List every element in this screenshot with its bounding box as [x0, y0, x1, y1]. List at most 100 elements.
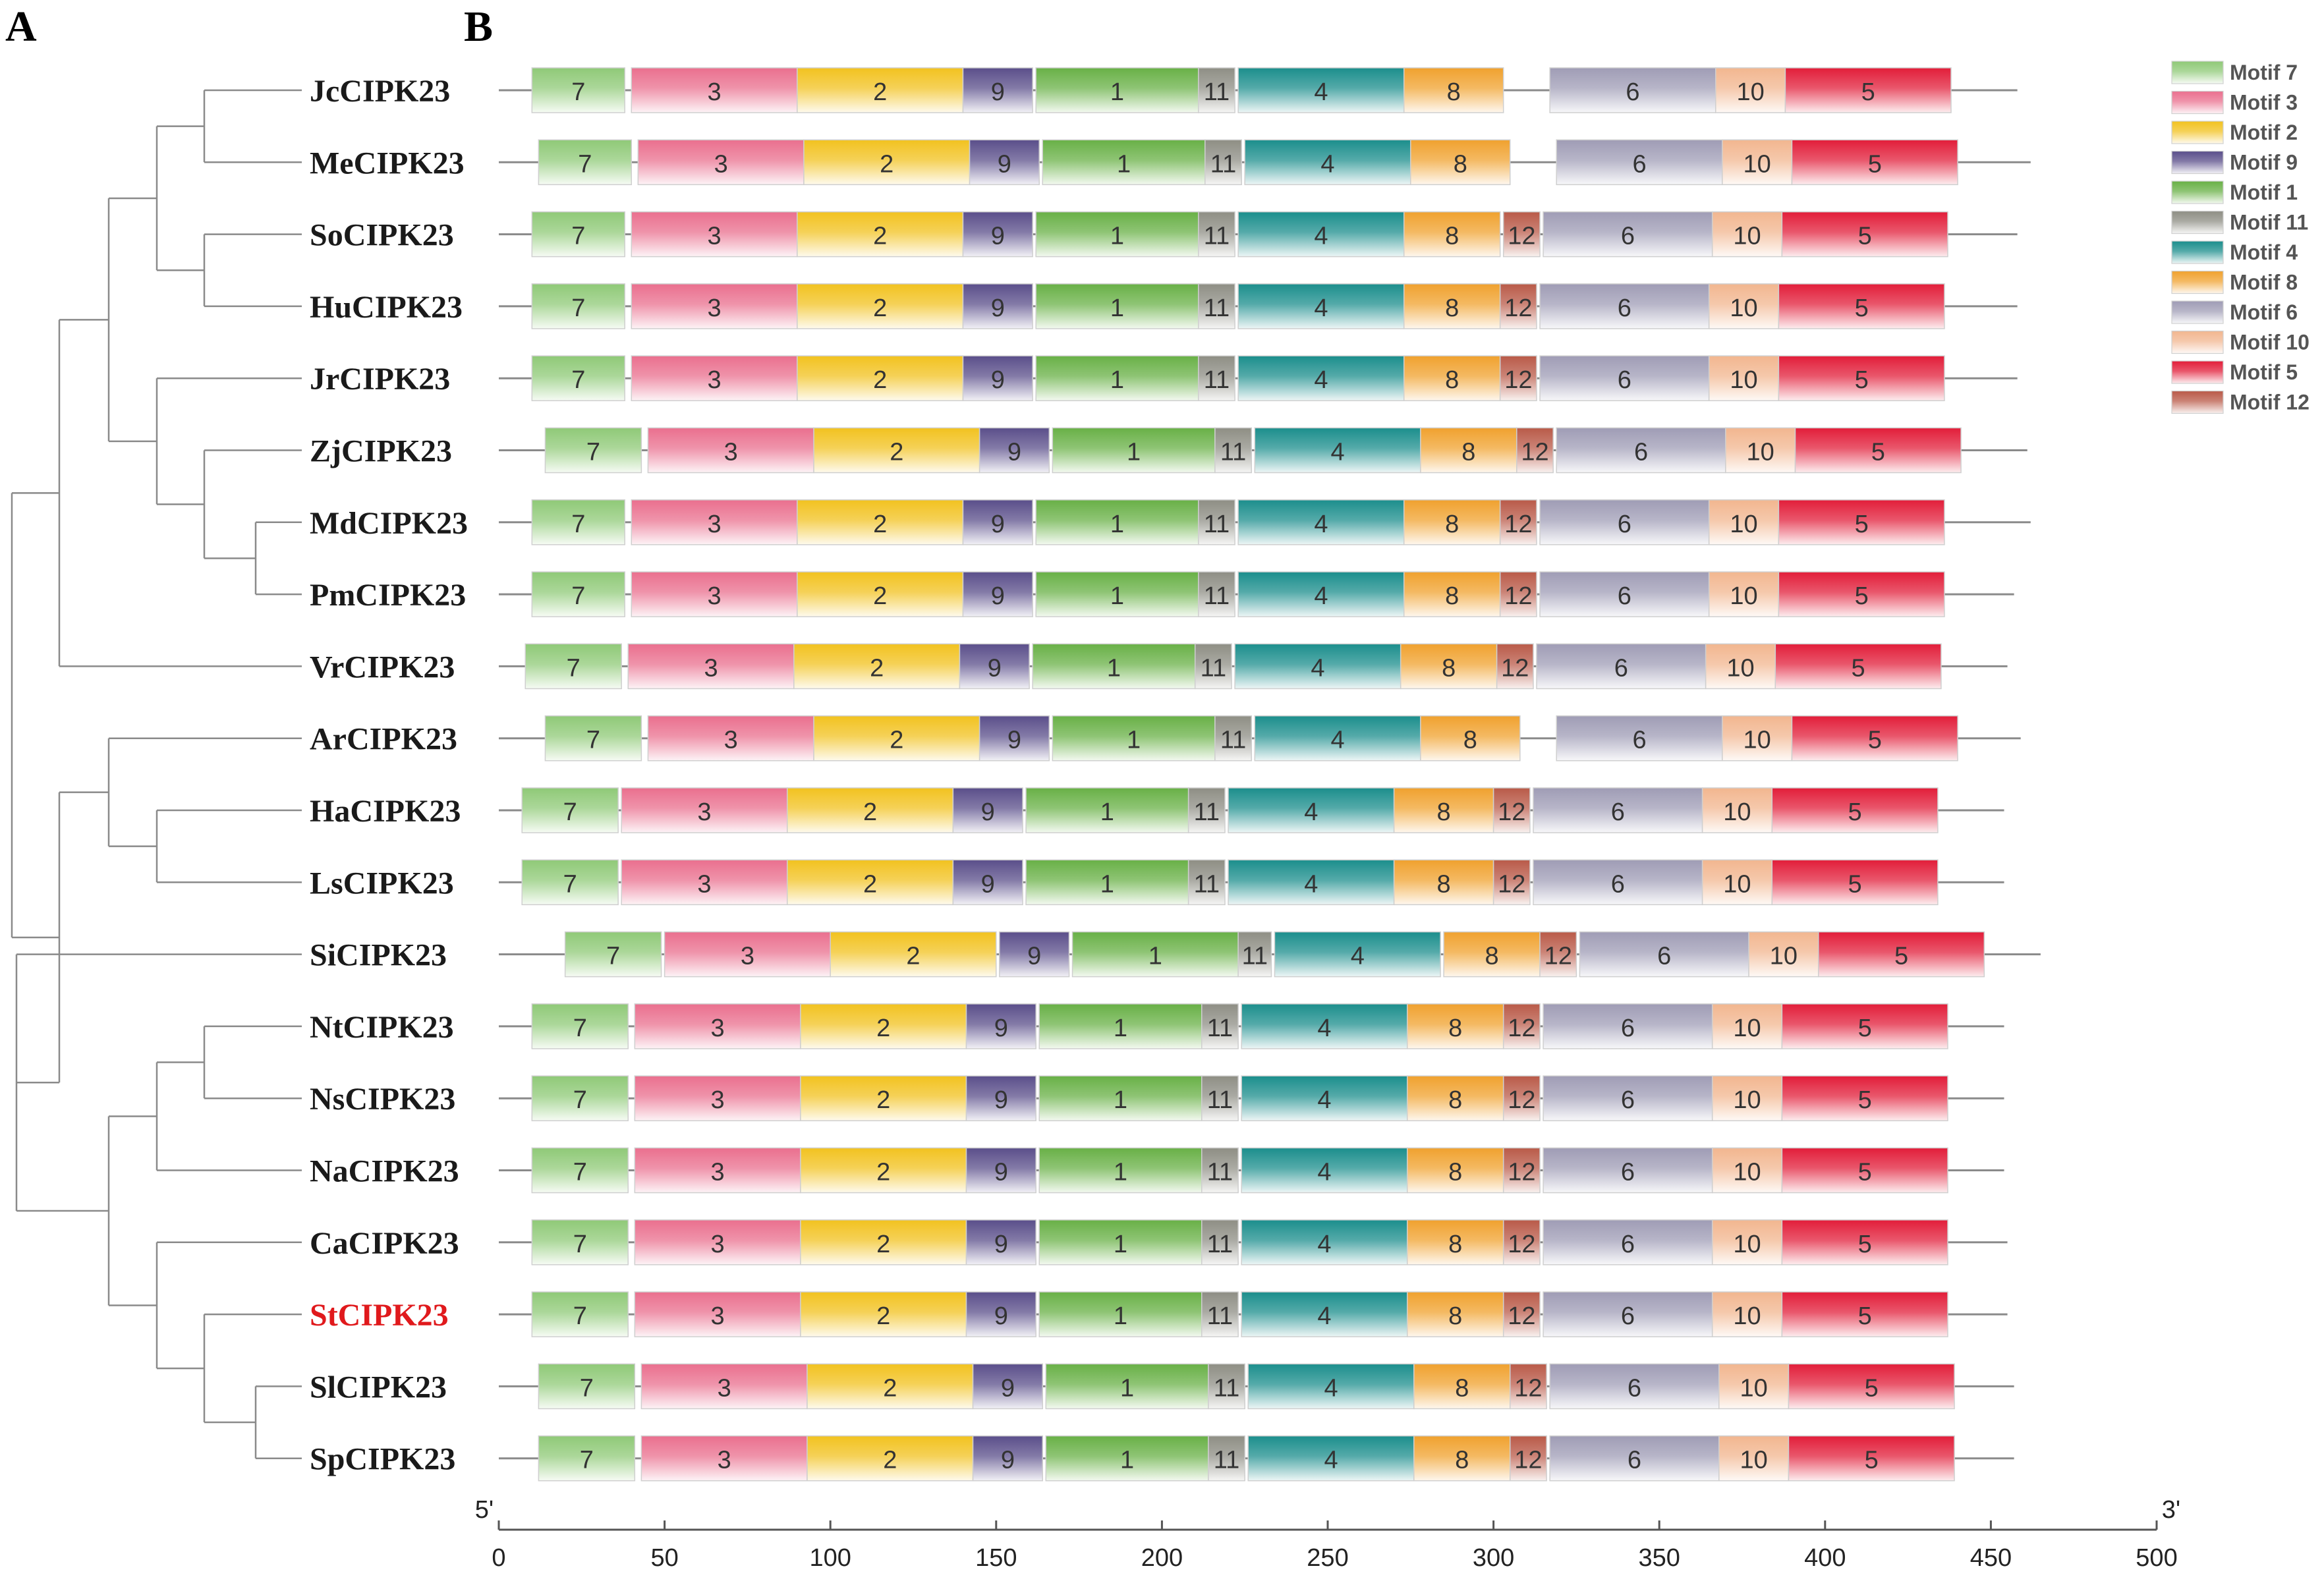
- motif-3-box: [647, 715, 814, 762]
- motif-2-label: 2: [873, 78, 887, 106]
- motif-1-label: 1: [1114, 1015, 1127, 1042]
- motif-8-label: 8: [1448, 1231, 1462, 1258]
- motif-10-box: [1701, 787, 1773, 833]
- motif-4-label: 4: [1314, 294, 1328, 322]
- motif-12-box: [1502, 1075, 1541, 1121]
- motif-7-box: [538, 1363, 636, 1410]
- motif-1-label: 1: [1110, 78, 1124, 106]
- legend-swatch: [2171, 210, 2224, 235]
- motif-10-label: 10: [1723, 798, 1751, 826]
- species-label: ZjCIPK23: [310, 434, 452, 469]
- motif-2-box: [787, 787, 954, 833]
- motif-7-label: 7: [571, 78, 585, 106]
- motif-6-box: [1579, 931, 1749, 978]
- motif-3-box: [634, 1075, 801, 1121]
- motif-7-box: [531, 355, 625, 401]
- motif-11-box: [1198, 283, 1235, 329]
- motif-1-box: [1071, 931, 1239, 978]
- motif-5-label: 5: [1865, 1374, 1879, 1402]
- motif-row: 7 3 2 9 1 11 4 8 12 6 10 5: [499, 283, 2018, 329]
- motif-12-box: [1499, 355, 1537, 401]
- motif-7-label: 7: [606, 943, 620, 970]
- legend-label: Motif 4: [2230, 240, 2298, 264]
- motif-7-label: 7: [573, 1302, 587, 1330]
- motif-10-box: [1711, 1147, 1783, 1194]
- motif-row: 7 3 2 9 1 11 4 8 12 6 10 5: [499, 355, 2018, 401]
- motif-9-label: 9: [981, 798, 995, 826]
- motif-3-label: 3: [708, 582, 722, 610]
- motif-7-label: 7: [586, 727, 600, 754]
- motif-8-label: 8: [1437, 870, 1451, 898]
- motif-8-box: [1407, 1003, 1504, 1049]
- motif-7-label: 7: [580, 1447, 594, 1474]
- motif-5-label: 5: [1855, 366, 1869, 394]
- motif-10-box: [1718, 1363, 1790, 1410]
- motif-2-label: 2: [873, 582, 887, 610]
- motif-3-label: 3: [704, 654, 718, 682]
- motif-10-box: [1715, 67, 1786, 113]
- motif-row: 7 3 2 9 1 11 4 8 12 6 10 5: [499, 1075, 2004, 1121]
- motif-10-label: 10: [1733, 223, 1761, 250]
- motif-2-label: 2: [880, 150, 893, 178]
- motif-3-label: 3: [711, 1086, 725, 1114]
- motif-10-box: [1708, 499, 1780, 545]
- motif-11-label: 11: [1204, 511, 1230, 538]
- motif-3-label: 3: [718, 1447, 731, 1474]
- axis-tick-label: 250: [1307, 1544, 1348, 1572]
- motif-3-label: 3: [711, 1231, 725, 1258]
- motif-9-label: 9: [991, 366, 1005, 394]
- motif-4-box: [1254, 427, 1421, 474]
- motif-6-label: 6: [1634, 439, 1648, 466]
- motif-11-label: 11: [1204, 582, 1230, 610]
- species-label: NaCIPK23: [310, 1154, 459, 1189]
- motif-row: 7 3 2 9 1 11 4 8 6 10 5: [499, 715, 2021, 762]
- motif-6-label: 6: [1618, 582, 1631, 610]
- motif-9-label: 9: [994, 1231, 1008, 1258]
- motif-8-label: 8: [1447, 78, 1461, 106]
- motif-10-box: [1711, 1219, 1783, 1266]
- motif-3-box: [637, 139, 805, 186]
- motif-4-label: 4: [1314, 582, 1328, 610]
- motif-1-box: [1038, 1003, 1203, 1049]
- motif-11-label: 11: [1207, 1302, 1233, 1330]
- motif-11-box: [1208, 1435, 1245, 1482]
- motif-8-box: [1403, 499, 1501, 545]
- motif-3-label: 3: [708, 294, 722, 322]
- motif-4-box: [1228, 787, 1395, 833]
- motif-1-box: [1032, 643, 1196, 690]
- motif-9-box: [965, 1075, 1036, 1121]
- motif-4-box: [1247, 1435, 1415, 1482]
- motif-7-box: [524, 643, 622, 690]
- motif-6-label: 6: [1626, 78, 1639, 106]
- motif-11-box: [1198, 499, 1235, 545]
- motif-9-box: [972, 1363, 1043, 1410]
- motif-3-box: [631, 355, 798, 401]
- species-label: NsCIPK23: [310, 1082, 455, 1117]
- motif-8-box: [1393, 787, 1494, 833]
- motif-8-label: 8: [1445, 366, 1459, 394]
- motif-10-box: [1701, 859, 1773, 906]
- motif-8-label: 8: [1455, 1374, 1469, 1402]
- motif-8-label: 8: [1461, 439, 1475, 466]
- motif-3-label: 3: [708, 78, 722, 106]
- motif-6-label: 6: [1621, 1159, 1635, 1186]
- motif-row: 7 3 2 9 1 11 4 8 12 6 10 5: [499, 931, 2041, 978]
- axis-tick-label: 400: [1804, 1544, 1846, 1572]
- motif-10-label: 10: [1730, 366, 1757, 394]
- species-label: SpCIPK23: [310, 1442, 455, 1477]
- motif-7-box: [544, 427, 642, 474]
- motif-9-label: 9: [991, 582, 1005, 610]
- motif-2-box: [800, 1003, 967, 1049]
- motif-7-box: [538, 1435, 636, 1482]
- motif-10-label: 10: [1730, 511, 1757, 538]
- legend-label: Motif 10: [2230, 331, 2310, 354]
- motif-5-box: [1781, 211, 1948, 258]
- legend-label: Motif 8: [2230, 271, 2298, 294]
- motif-2-box: [807, 1363, 974, 1410]
- motif-11-box: [1205, 139, 1242, 186]
- motif-6-box: [1543, 211, 1713, 258]
- axis-tick-label: 0: [492, 1544, 505, 1572]
- axis-tick-label: 450: [1970, 1544, 2012, 1572]
- motif-10-box: [1722, 139, 1793, 186]
- species-label: ArCIPK23: [310, 722, 457, 757]
